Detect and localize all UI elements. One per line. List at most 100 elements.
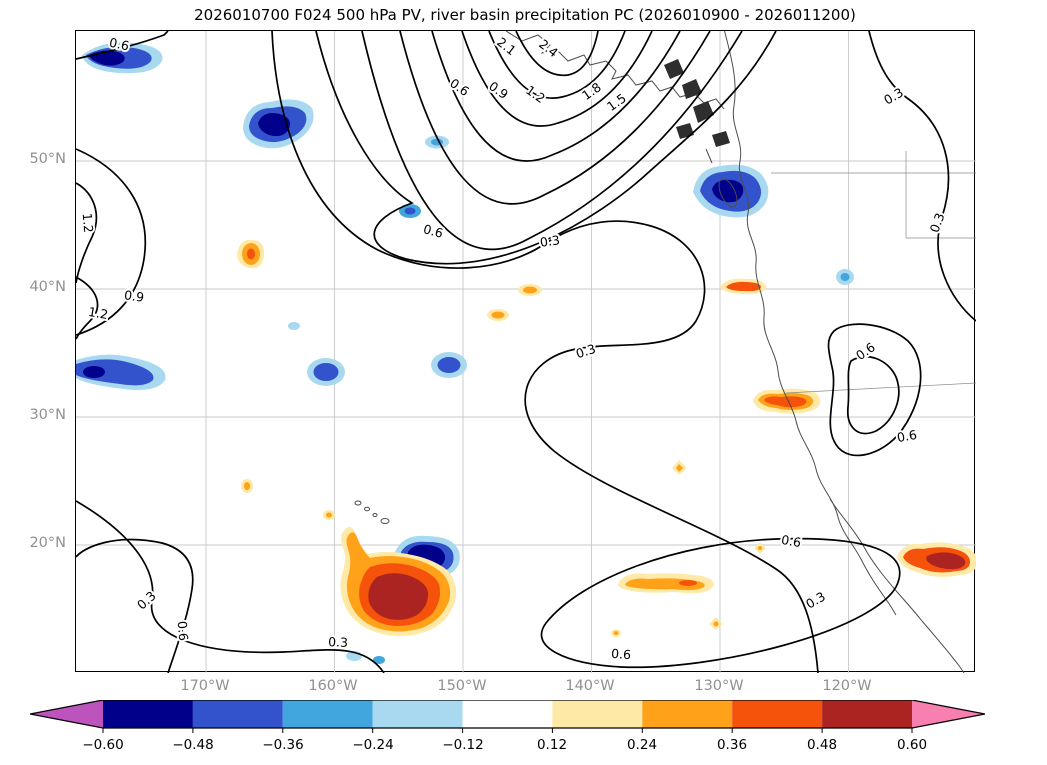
- hawaii-island: [354, 500, 362, 506]
- contour-line: [540, 537, 901, 669]
- gridlines: [76, 31, 976, 673]
- colorbar: [30, 700, 985, 733]
- anomaly-fill: [326, 512, 332, 518]
- contour-label: 2.4: [536, 36, 561, 60]
- anomaly-fill: [244, 482, 250, 490]
- anomaly-shading: [76, 42, 976, 664]
- contour-label: 1.2: [80, 212, 97, 233]
- y-axis-tick-label: 40°N: [29, 279, 66, 295]
- anomaly-fill: [368, 573, 429, 620]
- contour-label: 0.3: [574, 341, 598, 361]
- colorbar-arrow-left: [30, 700, 103, 728]
- contour-label: 0.6: [175, 620, 192, 641]
- contour-line: [488, 31, 626, 99]
- contour-lines: [76, 31, 976, 673]
- contour-line: [315, 31, 777, 265]
- contour-label: 0.6: [611, 646, 632, 662]
- contour-line: [271, 31, 819, 673]
- contour-label: 2.1: [494, 34, 519, 58]
- colorbar-tick-label: −0.24: [352, 737, 394, 753]
- colorbar-segment: [192, 700, 283, 728]
- vancouver-island: [718, 178, 738, 208]
- x-axis-tick-label: 130°W: [694, 678, 744, 694]
- anomaly-fill: [712, 179, 744, 203]
- anomaly-fill: [613, 631, 619, 635]
- colorbar-segment: [642, 700, 733, 728]
- contour-line: [399, 31, 711, 205]
- hawaii-island: [364, 506, 370, 512]
- colorbar-tick-label: 0.36: [716, 737, 748, 753]
- colorbar-tick-label: 0.12: [536, 737, 568, 753]
- contour-line: [827, 323, 922, 457]
- colorbar-tick-label: −0.60: [82, 737, 124, 753]
- anomaly-fill: [313, 363, 339, 381]
- contour-label: 1.8: [579, 79, 604, 103]
- colorbar-segment: [822, 700, 912, 728]
- anomaly-fill: [679, 580, 697, 586]
- contour-labels: 0.6 2.1 2.4 0.6 0.9 1.2 1.8 1.5 0.3 1.2 …: [78, 32, 950, 664]
- contour-label: 0.3: [803, 589, 828, 612]
- anomaly-fill: [926, 552, 966, 570]
- contour-line: [76, 31, 169, 60]
- x-axis-tick-label: 150°W: [437, 678, 487, 694]
- chart-title: 2026010700 F024 500 hPa PV, river basin …: [194, 6, 856, 24]
- contour-label: 1.2: [523, 82, 548, 106]
- contour-line: [431, 31, 681, 162]
- x-axis-tick-label: 160°W: [308, 678, 358, 694]
- anomaly-fill: [437, 357, 461, 373]
- colorbar-tick-label: −0.36: [262, 737, 304, 753]
- anomaly-fill: [76, 359, 154, 386]
- anomaly-fill: [83, 366, 105, 378]
- contour-label: 0.6: [447, 75, 472, 99]
- colorbar-ticks: [102, 728, 913, 733]
- contour-line: [76, 276, 99, 340]
- contour-line: [868, 31, 976, 322]
- anomaly-fill: [288, 322, 300, 330]
- island: [664, 59, 684, 79]
- contour-label: 0.6: [896, 427, 918, 445]
- hawaii-island: [372, 513, 378, 517]
- colorbar-tick-label: −0.48: [172, 737, 214, 753]
- colorbar-segment: [372, 700, 463, 728]
- contour-label: 0.6: [422, 221, 445, 241]
- contour-line: [76, 500, 385, 673]
- colorbar-segment: [732, 700, 823, 728]
- y-axis-tick-label: 30°N: [29, 407, 66, 423]
- anomaly-fill: [726, 281, 761, 292]
- contour-line: [515, 31, 599, 77]
- y-axis-tick-label: 50°N: [29, 151, 66, 167]
- anomaly-fill: [258, 113, 290, 137]
- contour-label: 0.9: [123, 287, 145, 305]
- colorbar-segment: [552, 700, 643, 728]
- x-axis-tick-label: 140°W: [565, 678, 615, 694]
- contour-label: 0.6: [108, 35, 131, 54]
- anomaly-fill: [373, 656, 385, 664]
- contour-label: 0.9: [486, 78, 511, 102]
- contour-line: [847, 355, 900, 435]
- colorbar-tick-label: 0.48: [806, 737, 838, 753]
- anomaly-fill: [764, 396, 807, 408]
- plot-area: 0.6 2.1 2.4 0.6 0.9 1.2 1.8 1.5 0.3 1.2 …: [75, 30, 976, 673]
- x-axis-tick-label: 120°W: [822, 678, 872, 694]
- island: [682, 79, 702, 99]
- hawaii-island: [380, 518, 390, 524]
- anomaly-fill: [840, 273, 850, 281]
- contour-label: 0.3: [134, 588, 159, 612]
- island: [693, 101, 714, 123]
- colorbar-segment: [103, 700, 193, 728]
- map-svg: 0.6 2.1 2.4 0.6 0.9 1.2 1.8 1.5 0.3 1.2 …: [76, 31, 976, 673]
- y-axis-tick-label: 20°N: [29, 535, 66, 551]
- colorbar-segment: [462, 700, 553, 728]
- contour-line: [76, 538, 194, 673]
- contour-line: [76, 148, 147, 336]
- island: [712, 131, 730, 147]
- x-axis-tick-label: 170°W: [180, 678, 230, 694]
- island: [676, 123, 694, 139]
- contour-label: 0.6: [853, 339, 878, 363]
- contour-line: [76, 182, 98, 284]
- contour-label: 1.2: [87, 304, 109, 322]
- island: [705, 148, 713, 164]
- anomaly-fill: [676, 464, 683, 472]
- contour-line: [461, 31, 653, 127]
- contour-label: 0.6: [780, 532, 802, 550]
